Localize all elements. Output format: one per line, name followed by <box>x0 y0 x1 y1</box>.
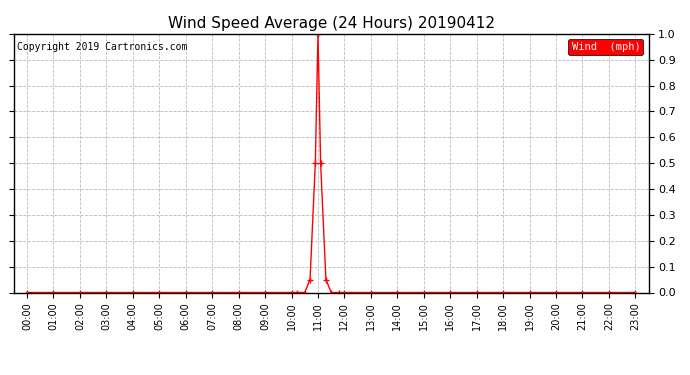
Title: Wind Speed Average (24 Hours) 20190412: Wind Speed Average (24 Hours) 20190412 <box>168 16 495 31</box>
Text: Copyright 2019 Cartronics.com: Copyright 2019 Cartronics.com <box>17 42 188 51</box>
Legend: Wind  (mph): Wind (mph) <box>569 39 643 55</box>
